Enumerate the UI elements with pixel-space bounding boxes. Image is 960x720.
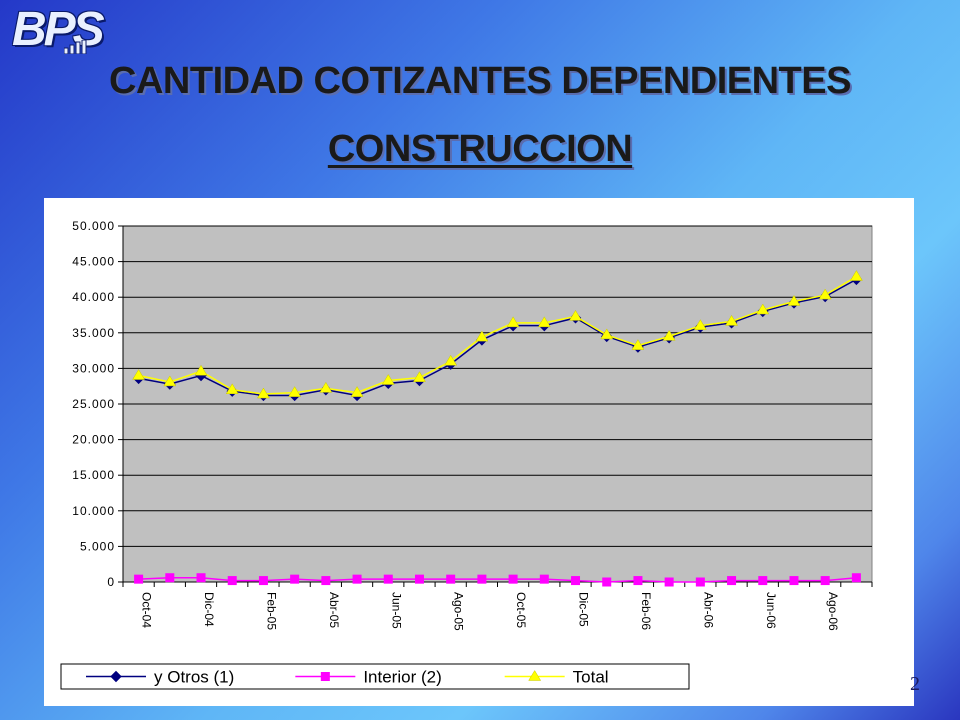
data-point (695, 577, 705, 587)
data-point (602, 577, 612, 587)
data-point (600, 328, 614, 340)
logo-bars-icon (64, 40, 87, 54)
data-point (413, 371, 426, 382)
chart-panel: 0 5.000 10.000 15.000 20.000 25.000 30.000 35.0… (44, 198, 914, 706)
data-point (662, 329, 676, 341)
page-number: 2 (910, 673, 920, 695)
data-point (571, 576, 581, 586)
x-tick-label: Oct-05 (514, 592, 528, 628)
data-point (352, 574, 362, 584)
data-point (110, 670, 122, 683)
y-tick-label: 15.000 (72, 468, 115, 482)
x-tick-label: Abr-06 (701, 592, 715, 628)
data-point (475, 330, 489, 342)
page-subtitle: CONSTRUCCION (0, 128, 960, 171)
data-point (477, 574, 487, 584)
y-tick-label: 0 (107, 575, 115, 589)
data-point (225, 383, 239, 395)
data-point (290, 574, 300, 584)
data-point (132, 369, 146, 380)
data-point (165, 573, 175, 583)
data-point (258, 576, 268, 586)
y-tick-label: 5.000 (80, 539, 115, 553)
legend-label: Interior (2) (363, 668, 441, 687)
data-point (288, 386, 302, 397)
data-point (787, 294, 801, 306)
y-tick-label: 40.000 (72, 290, 115, 304)
x-tick-label: Jun-06 (764, 592, 778, 629)
data-point (539, 574, 549, 584)
data-point (256, 387, 270, 399)
line-chart: 0 5.000 10.000 15.000 20.000 25.000 30.000 35.0… (60, 219, 873, 690)
data-point (664, 577, 674, 587)
data-point (446, 574, 456, 584)
legend-label: y Otros (1) (154, 668, 234, 687)
data-point (633, 576, 643, 586)
data-point (631, 339, 645, 350)
y-tick-label: 10.000 (72, 504, 115, 518)
data-point (319, 381, 333, 393)
y-tick-label: 50.000 (72, 219, 115, 233)
page-title: CANTIDAD COTIZANTES DEPENDIENTES (109, 60, 851, 102)
data-point (227, 576, 237, 586)
data-point (725, 314, 739, 326)
series-line (138, 275, 857, 395)
data-point (789, 576, 799, 586)
y-tick-label: 25.000 (72, 397, 115, 411)
x-tick-label: Dic-05 (577, 592, 591, 627)
data-point (383, 574, 393, 584)
bps-logo: BPS (6, 2, 116, 58)
data-point (508, 574, 518, 584)
x-tick-label: Abr-05 (327, 592, 341, 628)
data-point (444, 354, 458, 366)
data-point (321, 576, 331, 586)
y-tick-label: 20.000 (72, 433, 115, 447)
data-point (194, 364, 208, 376)
y-tick-label: 45.000 (72, 255, 115, 269)
logo-text: BPS (12, 3, 105, 56)
data-point (818, 288, 832, 300)
y-tick-label: 35.000 (72, 326, 115, 340)
x-tick-label: Feb-05 (264, 592, 278, 630)
data-point (528, 670, 542, 681)
data-point (820, 576, 830, 586)
data-point (756, 303, 770, 315)
x-tick-label: Feb-06 (639, 592, 653, 630)
data-point (537, 316, 551, 328)
data-point (414, 574, 424, 584)
x-tick-label: Oct-04 (140, 592, 154, 628)
y-tick-label: 30.000 (72, 361, 115, 375)
x-tick-label: Ago-05 (452, 592, 466, 631)
data-point (758, 576, 768, 586)
data-point (849, 270, 863, 281)
data-point (163, 375, 177, 387)
legend-label: Total (573, 668, 609, 687)
data-point (851, 573, 861, 583)
x-tick-label: Jun-05 (389, 592, 403, 629)
data-point (320, 672, 330, 681)
data-point (381, 374, 395, 385)
series-line (138, 278, 857, 397)
x-tick-label: Dic-04 (202, 592, 216, 627)
data-point (196, 573, 206, 583)
legend (60, 663, 690, 690)
x-tick-label: Ago-06 (826, 592, 840, 631)
data-point (506, 316, 520, 328)
data-point (727, 576, 737, 586)
data-point (693, 319, 707, 330)
data-point (350, 386, 364, 397)
page-subtitle-text: CONSTRUCCION (327, 128, 633, 170)
data-point (569, 309, 582, 321)
series-line (138, 576, 857, 583)
data-point (134, 574, 144, 584)
